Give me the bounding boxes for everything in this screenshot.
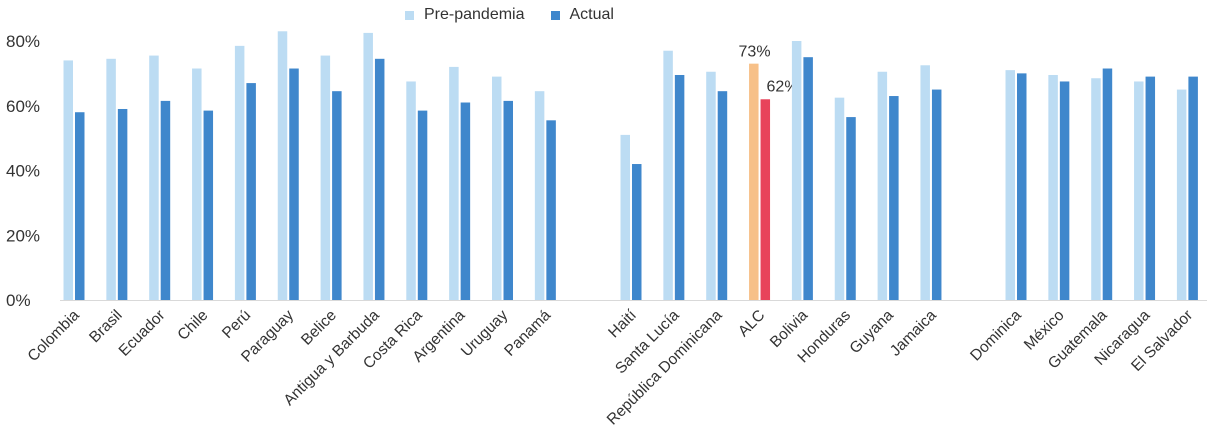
bar-actual: [417, 110, 428, 300]
data-label-actual: 62%: [767, 78, 799, 95]
bar-actual: [117, 108, 128, 300]
x-tick-label: Haití: [605, 306, 640, 341]
bar-actual: [160, 100, 171, 300]
bar-actual: [1188, 76, 1198, 300]
bar-pre: [106, 58, 116, 301]
x-tick-label: Colombia: [25, 307, 84, 366]
bar-actual: [717, 91, 728, 301]
legend-swatch-pre: [405, 10, 414, 20]
bar-actual: [889, 96, 899, 300]
y-tick-label: 60%: [6, 97, 40, 116]
legend-label-pre: Pre-pandemia: [424, 6, 525, 23]
x-tick-label: Uruguay: [458, 307, 512, 361]
bar-actual: [1102, 68, 1113, 300]
bar-actual: [1017, 73, 1027, 300]
bar-actual: [246, 83, 256, 301]
bar-actual: [503, 100, 513, 300]
bar-actual: [846, 117, 856, 300]
bar-pre: [749, 63, 759, 300]
bar-pre: [834, 97, 845, 300]
bar-pre: [1005, 70, 1015, 300]
y-tick-label: 20%: [6, 226, 40, 245]
bar-pre: [663, 50, 673, 301]
bar-pre: [406, 81, 416, 300]
bar-actual: [1059, 81, 1070, 300]
bar-actual: [203, 110, 214, 300]
y-tick-label: 0%: [6, 291, 31, 310]
x-tick-label: Belice: [298, 307, 340, 349]
bar-actual: [289, 68, 299, 300]
bar-pre: [1091, 78, 1101, 300]
bar-actual: [546, 120, 556, 300]
bar-pre: [363, 32, 373, 300]
data-label-pre: 73%: [739, 44, 771, 61]
bar-pre: [149, 55, 159, 300]
bar-actual: [760, 99, 771, 301]
bar-pre: [320, 55, 331, 300]
x-tick-label: Jamaica: [887, 307, 940, 360]
legend: Pre-pandemia Actual: [405, 6, 614, 24]
bar-pre: [449, 66, 459, 301]
x-tick-label: Brasil: [86, 307, 125, 346]
bar-actual: [75, 112, 85, 300]
x-tick-label: ALC: [735, 307, 768, 340]
bar-pre: [620, 134, 630, 300]
bar-pre: [192, 68, 202, 300]
y-tick-label: 40%: [6, 162, 40, 181]
bar-pre: [706, 71, 716, 300]
bar-pre: [534, 91, 545, 301]
bar-pre: [791, 41, 802, 300]
bar-pre: [877, 71, 888, 300]
x-tick-label: Perú: [219, 307, 254, 342]
x-tick-label: Chile: [174, 307, 211, 344]
bar-actual: [374, 58, 385, 301]
bar-pre: [277, 31, 288, 300]
bar-actual: [632, 164, 642, 300]
bar-actual: [674, 74, 685, 301]
bar-pre: [1176, 89, 1187, 300]
bar-pre: [234, 45, 245, 301]
bar-actual: [803, 57, 813, 300]
bar-pre: [63, 60, 73, 300]
legend-item-actual: Actual: [550, 6, 614, 24]
bar-pre: [492, 76, 502, 300]
legend-item-pre: Pre-pandemia: [405, 6, 525, 24]
bar-actual: [931, 89, 942, 300]
bar-actual: [332, 91, 342, 301]
x-tick-label: Panamá: [501, 307, 554, 360]
bar-actual: [1145, 76, 1156, 300]
legend-label-actual: Actual: [569, 6, 614, 23]
bar-pre: [1134, 81, 1144, 300]
bar-pre: [1048, 74, 1058, 301]
bar-pre: [920, 65, 930, 300]
bar-actual: [460, 102, 471, 300]
y-tick-label: 80%: [6, 32, 40, 51]
legend-swatch-actual: [550, 10, 560, 20]
x-tick-label: Dominica: [967, 307, 1025, 365]
x-tick-label: Ecuador: [116, 307, 169, 360]
